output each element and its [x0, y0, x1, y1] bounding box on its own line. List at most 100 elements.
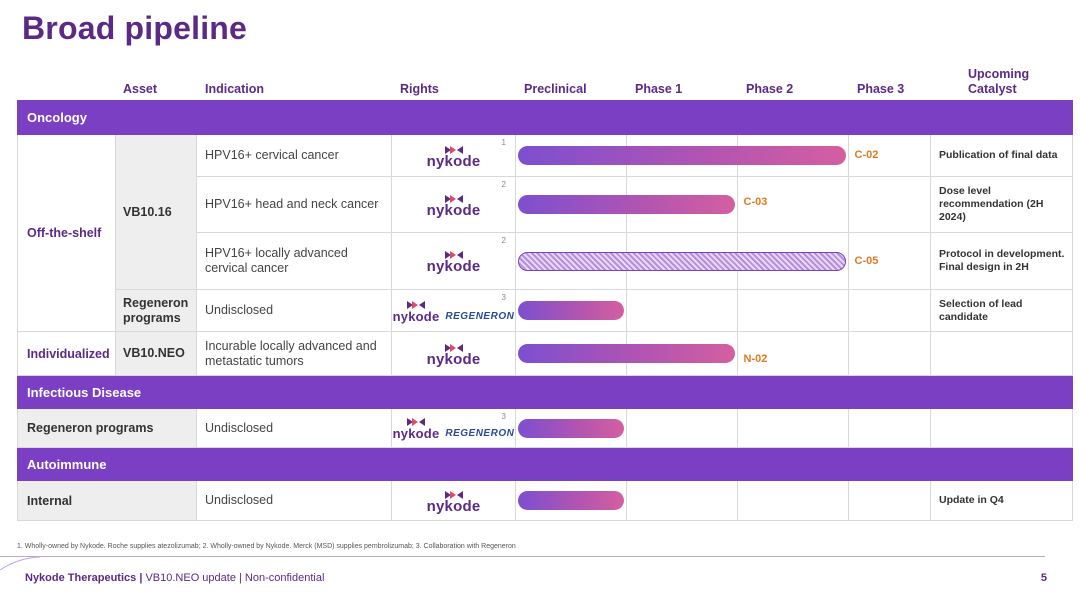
phase-cell: [737, 134, 849, 177]
page-number: 5: [1040, 572, 1047, 584]
phase-cell: [626, 232, 738, 290]
header-phase1: Phase 1: [635, 82, 683, 96]
rights-cell: 3 nykode REGENERON: [391, 289, 516, 332]
footer: Nykode Therapeutics | VB10.NEO update | …: [25, 572, 324, 584]
footer-company: Nykode Therapeutics |: [25, 572, 143, 584]
asset-regeneron-programs-infectious: Regeneron programs: [17, 408, 197, 448]
phase-cell: [626, 176, 738, 233]
phase-cell: [626, 480, 738, 521]
nykode-regeneron-logo: nykode REGENERON: [393, 418, 515, 441]
footnote-marker: 1: [501, 138, 506, 147]
table-row: Regeneron programs Undisclosed 3 nykode …: [17, 408, 1074, 448]
table-row: Regeneron programs Undisclosed 3 nykode …: [18, 289, 1074, 332]
phase-cell: [515, 289, 627, 332]
phase-cell: [737, 331, 849, 376]
section-label-infectious: Infectious Disease: [16, 375, 1074, 409]
asset-vb1016: VB10.16: [115, 134, 197, 290]
phase-cell: [626, 134, 738, 177]
table-row: Internal Undisclosed nykode Update in Q4: [17, 480, 1074, 521]
phase-cell: [626, 289, 738, 332]
rights-cell: nykode: [391, 331, 516, 376]
footnote-marker: 2: [501, 236, 506, 245]
section-row-autoimmune: Autoimmune: [16, 447, 1074, 481]
rights-cell: 2 nykode: [391, 176, 516, 233]
phase-cell: [515, 480, 627, 521]
indication-cell: Undisclosed: [196, 408, 392, 448]
catalyst-cell: Dose level recommendation (2H 2024): [929, 176, 1074, 233]
footnote-text: 1. Wholly-owned by Nykode. Roche supplie…: [17, 543, 516, 550]
rights-cell: nykode: [391, 480, 516, 521]
footer-text: VB10.NEO update | Non-confidential: [145, 572, 325, 584]
asset-internal: Internal: [17, 480, 197, 521]
rights-cell: 2 nykode: [391, 232, 516, 290]
header-phase2: Phase 2: [746, 82, 794, 96]
indication-cell: HPV16+ head and neck cancer: [196, 176, 392, 233]
phase-cell: [848, 480, 931, 521]
header-preclinical: Preclinical: [524, 82, 587, 96]
indication-cell: Undisclosed: [196, 289, 392, 332]
section-row-infectious: Infectious Disease: [16, 375, 1074, 409]
phase-cell: [515, 232, 627, 290]
phase-cell: [848, 176, 931, 233]
header-asset: Asset: [123, 82, 158, 96]
group-off-the-shelf: Off-the-shelf: [17, 134, 116, 332]
footnote-marker: 2: [501, 180, 506, 189]
footer-divider: [0, 556, 1045, 557]
indication-cell: HPV16+ cervical cancer: [196, 134, 392, 177]
phase-cell: [848, 232, 931, 290]
header-catalyst-line1: Upcoming: [968, 67, 1030, 81]
header-catalyst: Upcoming Catalyst: [968, 67, 1029, 97]
phase-cell: [515, 134, 627, 177]
regeneron-logo: REGENERON: [445, 428, 515, 439]
indication-cell: Undisclosed: [196, 480, 392, 521]
header-catalyst-line2: Catalyst: [968, 82, 1017, 96]
group-individualized: Individualized: [17, 331, 116, 376]
nykode-logo: nykode: [427, 490, 481, 514]
nykode-logo: nykode: [427, 145, 481, 169]
phase-cell: [515, 408, 627, 448]
rights-cell: 3 nykode REGENERON: [391, 408, 516, 448]
phase-cell: [737, 289, 849, 332]
asset-regeneron-programs: Regeneron programs: [115, 289, 197, 332]
asset-regeneron-line2: programs: [123, 310, 181, 325]
nykode-regeneron-logo: nykode REGENERON: [393, 300, 515, 324]
header-rights: Rights: [400, 82, 439, 96]
catalyst-cell: Selection of lead candidate: [929, 289, 1074, 332]
phase-cell: [626, 408, 738, 448]
phase-cell: [626, 331, 738, 376]
phase-cell: [737, 480, 849, 521]
nykode-logo: nykode: [427, 194, 481, 218]
header-indication: Indication: [205, 82, 265, 96]
indication-cell: HPV16+ locally advanced cervical cancer: [196, 232, 392, 290]
nykode-logo: nykode: [427, 343, 481, 367]
footnote-marker: 3: [501, 293, 506, 302]
catalyst-cell: [929, 408, 1074, 448]
footer-accent-curve: [0, 556, 40, 571]
table-row: Off-the-shelf VB10.16 HPV16+ cervical ca…: [17, 134, 1074, 332]
section-row-oncology: Oncology: [16, 100, 1074, 135]
footnote-marker: 3: [501, 412, 506, 421]
phase-cell: [737, 176, 849, 233]
rights-cell: 1 nykode: [391, 134, 516, 177]
page-title: Broad pipeline: [22, 10, 248, 46]
asset-vb10neo: VB10.NEO: [115, 331, 197, 376]
section-label-autoimmune: Autoimmune: [16, 447, 1074, 481]
phase-cell: [515, 331, 627, 376]
catalyst-cell: [929, 331, 1074, 376]
phase-cell: [737, 232, 849, 290]
asset-regeneron-line1: Regeneron: [123, 295, 189, 310]
phase-cell: [848, 289, 931, 332]
regeneron-logo: REGENERON: [445, 310, 515, 322]
section-label-oncology: Oncology: [16, 100, 1074, 135]
phase-cell: [515, 176, 627, 233]
nykode-logo: nykode: [427, 251, 481, 274]
phase-cell: [848, 134, 931, 177]
phase-cell: [848, 408, 931, 448]
catalyst-cell: Publication of final data: [929, 134, 1074, 177]
pipeline-table: Oncology Off-the-shelf VB10.16 HPV16+ ce…: [16, 100, 1074, 521]
indication-cell: Incurable locally advanced and metastati…: [196, 331, 392, 376]
phase-cell: [737, 408, 849, 448]
catalyst-cell: Protocol in development. Final design in…: [929, 232, 1074, 290]
table-row: Individualized VB10.NEO Incurable locall…: [17, 331, 1074, 376]
phase-cell: [848, 331, 931, 376]
